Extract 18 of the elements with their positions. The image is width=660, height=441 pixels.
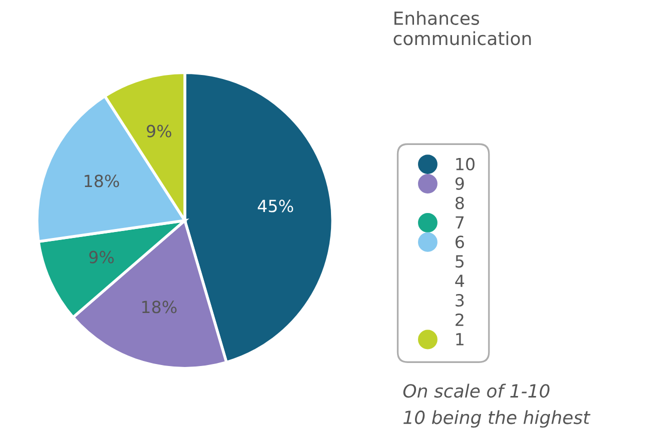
text: 10 being the highest <box>403 410 590 428</box>
category-label: 8 <box>456 196 464 210</box>
category-label: 3 <box>456 294 464 307</box>
legend-label: 1 <box>456 333 464 346</box>
legend-label: 9 <box>455 177 464 190</box>
legend-label: 10 <box>456 158 474 170</box>
text: On scale of 1-10 <box>403 384 550 398</box>
category-label: 4 <box>455 274 464 287</box>
data-label: 9% <box>89 250 114 264</box>
data-label: 45% <box>258 200 294 212</box>
legend-title: Enhances communication <box>394 11 531 46</box>
category-label: 5 <box>456 255 464 268</box>
legend-label: 6 <box>456 236 464 248</box>
category-label: 2 <box>456 313 464 326</box>
data-label: 18% <box>84 174 120 188</box>
data-label: 9% <box>146 124 172 138</box>
data-label: 18% <box>142 300 177 314</box>
legend-label: 7 <box>456 216 464 229</box>
